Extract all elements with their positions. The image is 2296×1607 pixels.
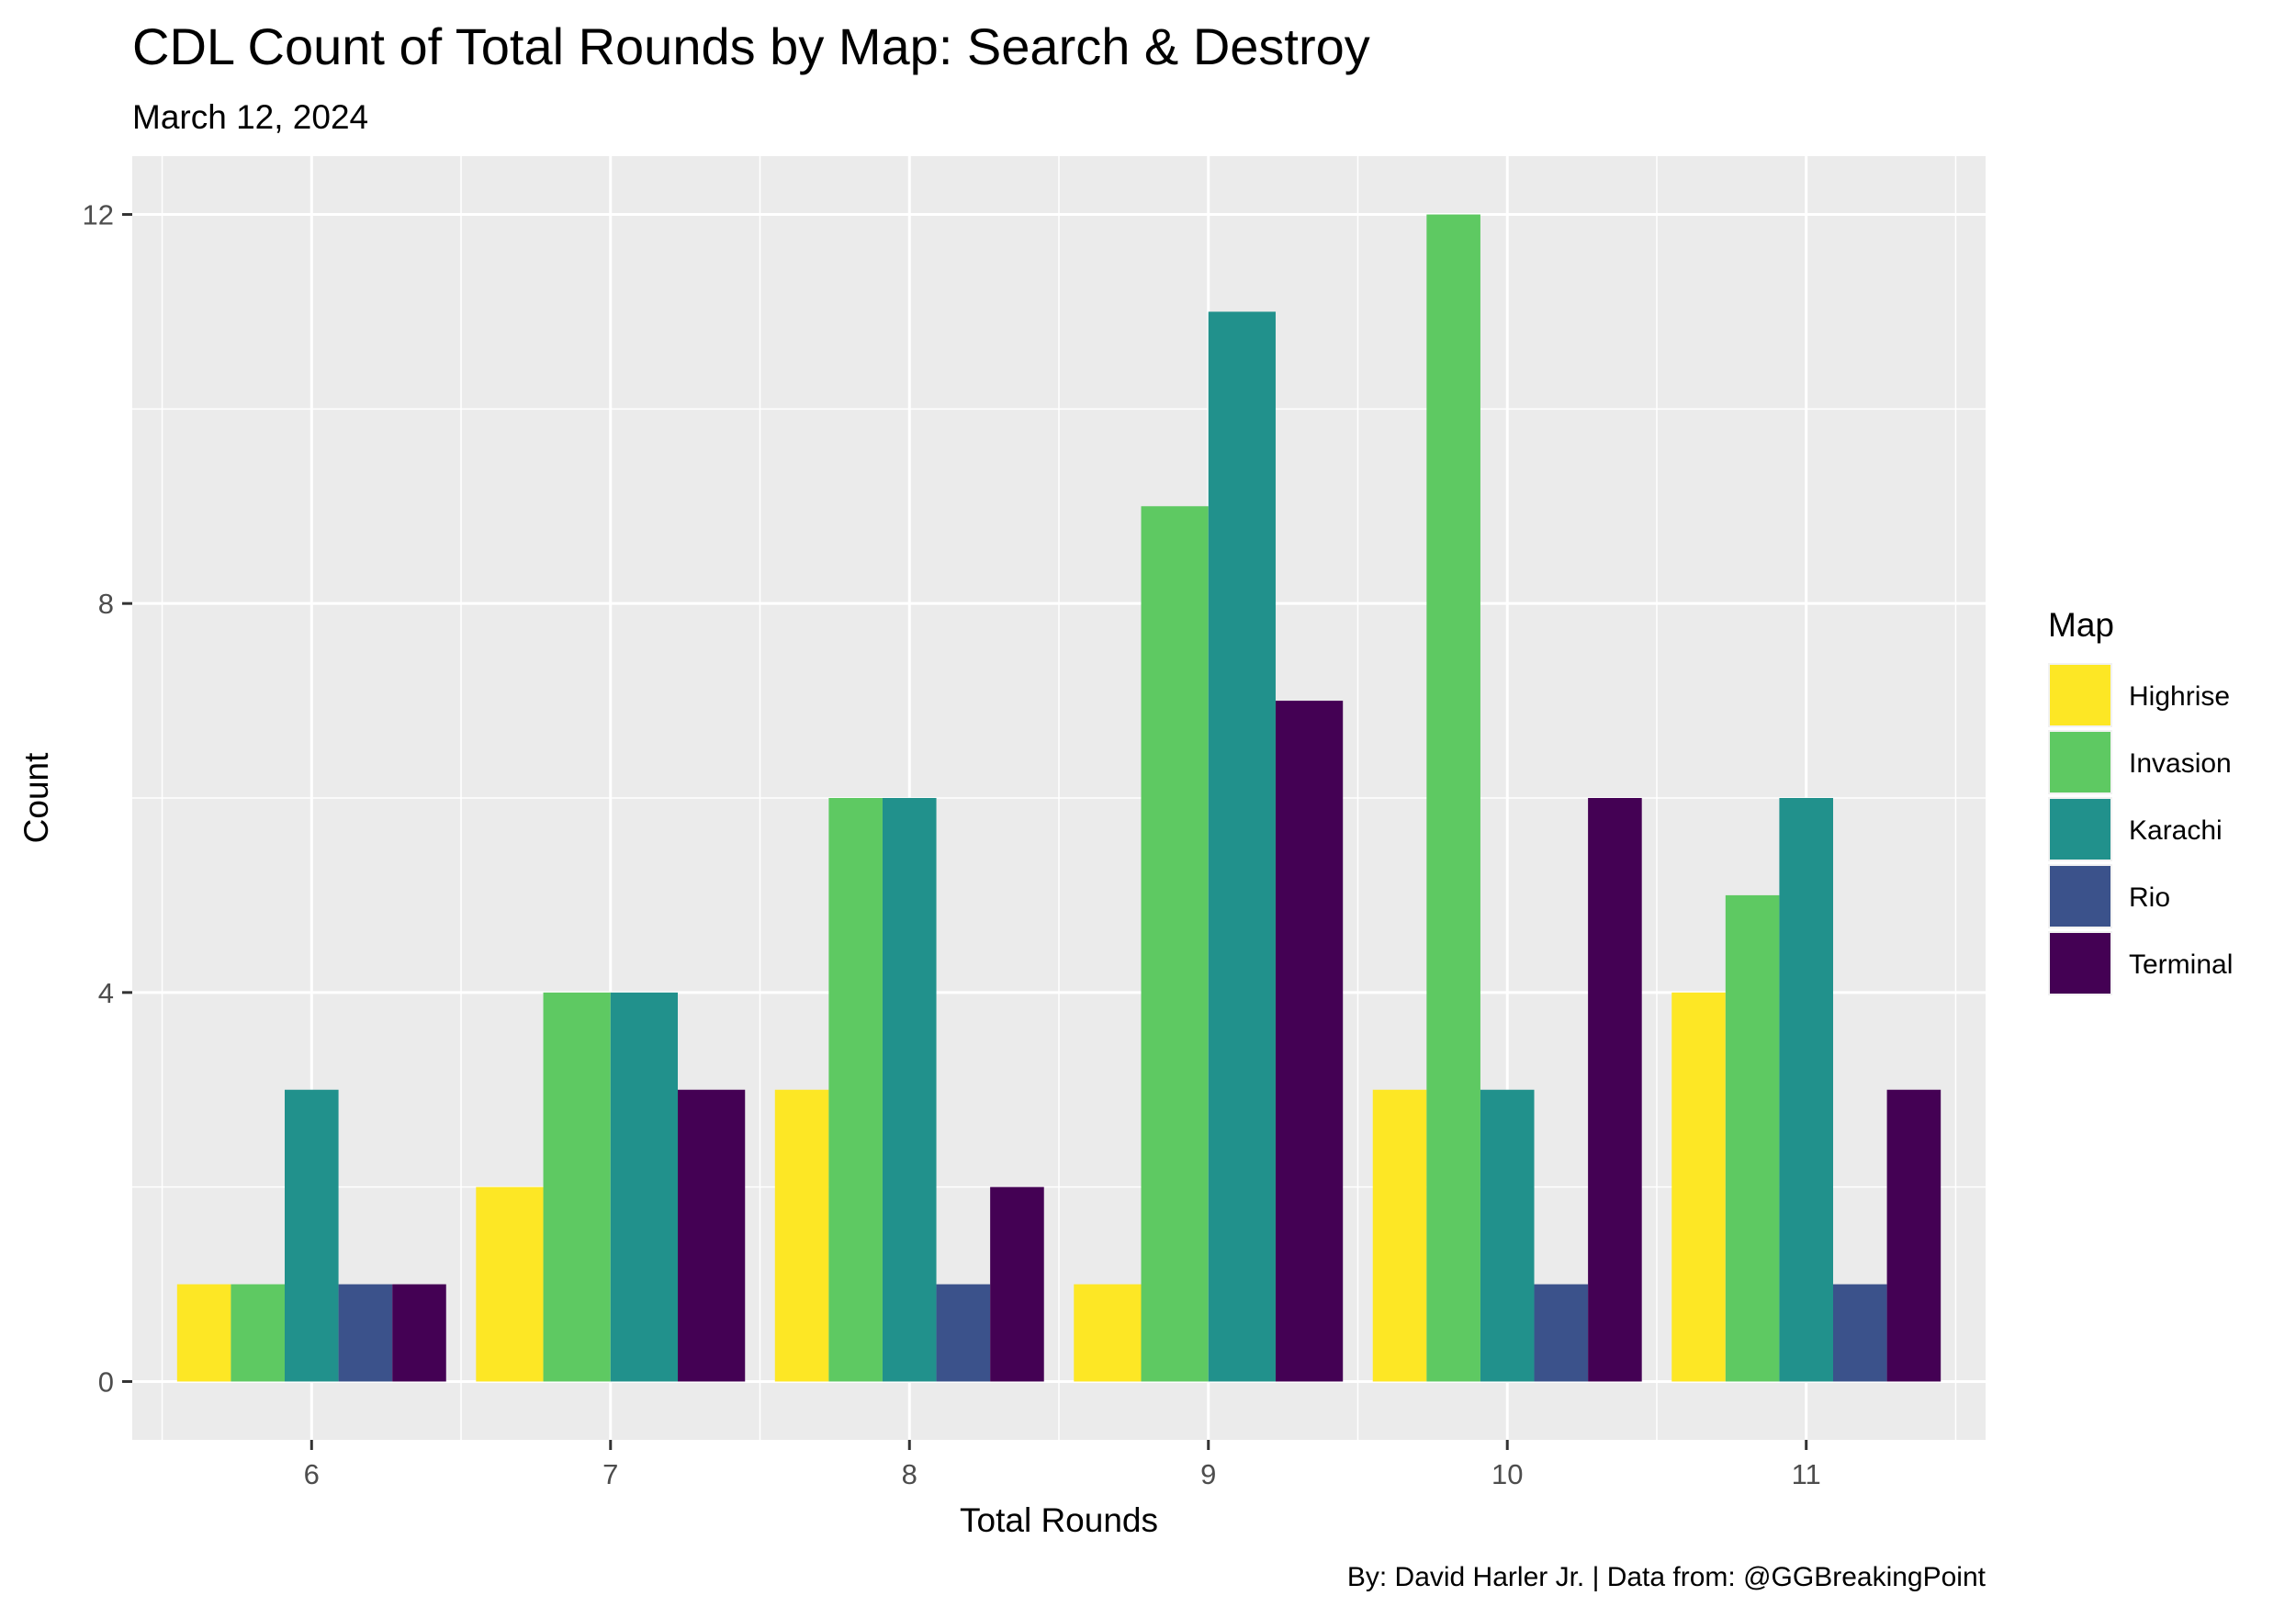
bar-rio-11 [1833,1284,1887,1382]
chart-caption: By: David Harler Jr. | Data from: @GGBre… [1347,1562,1986,1592]
bar-karachi-11 [1779,798,1834,1382]
legend-label-highrise: Highrise [2129,681,2230,712]
y-tick-label: 0 [98,1365,114,1398]
grid-minor [132,156,1986,1440]
bar-terminal-7 [678,1089,746,1382]
bar-karachi-8 [882,798,937,1382]
bar-invasion-9 [1141,506,1209,1382]
legend-key-invasion [2050,732,2110,792]
y-axis: 0 4 8 12 [83,199,132,1398]
bar-invasion-6 [231,1284,285,1382]
x-tick-label: 6 [304,1458,320,1490]
bar-highrise-7 [476,1186,544,1382]
bar-invasion-8 [828,798,883,1382]
bars [176,214,1941,1382]
legend: Map Highrise Invasion Karachi Rio Terminal [2048,606,2233,995]
bar-terminal-10 [1588,798,1642,1382]
bar-terminal-9 [1275,701,1344,1382]
bar-highrise-8 [774,1089,829,1382]
legend-label-terminal: Terminal [2129,950,2233,980]
y-tick-label: 12 [83,199,114,231]
bar-invasion-7 [543,992,611,1382]
bar-terminal-8 [990,1186,1044,1382]
bar-karachi-9 [1208,311,1276,1382]
legend-key-highrise [2050,665,2110,725]
x-tick-label: 7 [602,1458,618,1490]
legend-label-invasion: Invasion [2129,748,2232,779]
bar-rio-6 [338,1284,393,1382]
x-tick-label: 8 [902,1458,917,1490]
legend-items: Highrise Invasion Karachi Rio Terminal [2048,663,2233,995]
bar-karachi-7 [610,992,679,1382]
bar-highrise-10 [1372,1089,1427,1382]
legend-key-rio [2050,866,2110,927]
bar-invasion-10 [1426,214,1480,1382]
x-axis: 6 7 8 9 10 11 [304,1440,1821,1490]
y-axis-title: Count [17,752,55,843]
bar-terminal-11 [1886,1089,1941,1382]
chart-title: CDL Count of Total Rounds by Map: Search… [132,17,1370,75]
chart-subtitle: March 12, 2024 [132,98,368,136]
bar-rio-8 [936,1284,991,1382]
y-tick-label: 8 [98,588,114,620]
y-tick-label: 4 [98,977,114,1009]
x-tick-label: 11 [1792,1458,1821,1490]
legend-title: Map [2048,606,2114,644]
bar-rio-10 [1534,1284,1589,1382]
x-tick-label: 9 [1200,1458,1216,1490]
bar-highrise-6 [176,1284,231,1382]
bar-highrise-9 [1074,1284,1142,1382]
legend-key-terminal [2050,933,2110,994]
x-tick-label: 10 [1491,1458,1523,1490]
bar-karachi-10 [1480,1089,1535,1382]
x-axis-title: Total Rounds [960,1501,1158,1539]
legend-key-karachi [2050,799,2110,860]
legend-label-rio: Rio [2129,882,2170,913]
bar-karachi-6 [284,1089,339,1382]
bar-terminal-6 [392,1284,446,1382]
legend-label-karachi: Karachi [2129,815,2223,846]
bar-invasion-11 [1725,894,1780,1382]
bar-highrise-11 [1671,992,1726,1382]
